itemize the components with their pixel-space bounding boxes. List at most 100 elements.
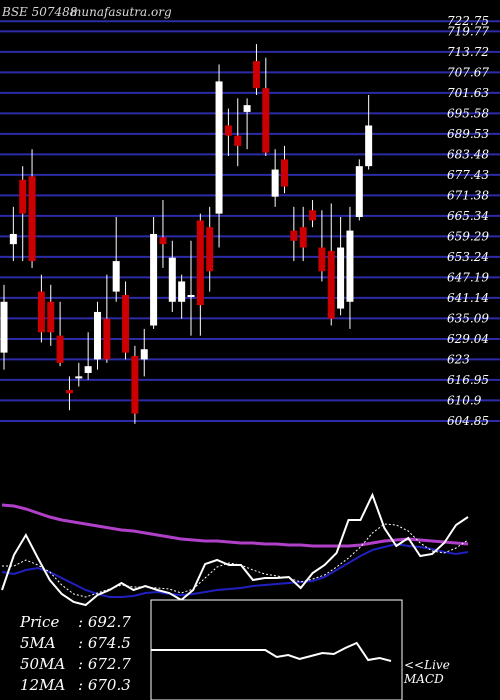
ma50-stat: 50MA : 672.7 [20,655,131,673]
ma50-stat-label: 50MA [20,655,66,673]
candle-body [318,247,326,272]
macd-label: <<Live MACD [404,658,450,686]
candle-body [9,233,17,245]
price-tick-label: 707.67 [447,65,489,79]
candle [206,206,214,292]
price-tick-label: 641.14 [447,291,489,305]
candle-body [168,257,176,302]
ma12-stat-label: 12MA [20,676,66,694]
price-tick-label: 713.72 [447,45,489,59]
candle-body [196,220,204,306]
candle-body [0,301,8,353]
blue-ma-line [1,542,469,598]
candle-body [215,81,223,214]
price-gridlines [0,20,500,422]
candle [112,217,120,302]
site-name-label: munafasutra.org [70,5,172,19]
candle [122,281,130,360]
candle-body [19,179,27,214]
candle-body [271,169,279,197]
candle-body [131,356,139,414]
candle [290,206,298,262]
price-tick-label: 659.29 [447,229,489,243]
candle [234,98,242,167]
candle [56,301,64,367]
candle-body [355,166,363,218]
candle [187,240,195,336]
candle-body [309,210,317,221]
candle-body [140,349,148,360]
price-tick-label: 701.63 [447,86,489,100]
price-tick-label: 616.95 [447,373,489,387]
candle-body [47,301,55,333]
candle-body [103,318,111,360]
price-tick-label: 610.9 [447,393,482,407]
price-tick-label: 665.34 [447,209,489,223]
candle-body [290,230,298,241]
candle-body [346,230,354,302]
candle-body [187,295,195,297]
candle [28,149,36,268]
candle [196,213,204,336]
candle-body [206,227,214,272]
price-tick-label: 722.75 [447,14,489,28]
candle [346,206,354,329]
candle [271,149,279,207]
price-tick-label: 653.24 [447,250,489,264]
candle [19,166,27,262]
candle-body [112,261,120,292]
candle-body [299,227,307,248]
candle-body [84,366,92,373]
price-tick-label: 629.04 [447,332,489,346]
candle [355,159,363,221]
candle-body [252,61,260,89]
price-tick-label: 677.43 [447,168,489,182]
price-stat-value: : 692.7 [78,613,131,631]
candle [37,274,45,343]
candle [299,206,307,262]
candle-body [75,376,83,379]
candle [94,301,101,370]
price-tick-label: 671.38 [447,188,489,202]
price-tick-label: 719.77 [447,24,489,38]
candle [337,217,345,316]
macd-label-live: <<Live [404,658,450,672]
candle [327,203,335,326]
candle [281,145,288,194]
macd-panel [150,599,403,700]
candle-body [327,250,335,319]
candle [47,284,55,346]
candle [84,332,92,380]
candle [140,328,148,377]
candle [215,64,223,248]
price-tick-label: 604.85 [447,414,489,428]
moving-average-panel [1,492,469,607]
candle [224,108,232,156]
candle [309,200,317,228]
candle [159,200,167,268]
candle [9,206,17,262]
candle-body [365,125,373,167]
price-stat: Price: 692.7 [20,613,131,631]
ma5-stat-value: : 674.5 [78,634,131,652]
candle-body [37,291,45,333]
candle [178,274,186,319]
ma50-stat-value: : 672.7 [78,655,131,673]
price-tick-label: 689.53 [447,127,489,141]
candle-body [262,88,270,153]
candle [131,345,139,424]
candle [252,44,260,95]
candle [262,57,270,156]
price-tick-label: 647.19 [447,270,489,284]
candle-body [337,247,345,309]
price-tick-label: 683.48 [447,147,489,161]
candle [318,210,326,282]
candle [168,240,176,312]
candle [75,362,83,387]
candle-body [122,295,130,353]
macd-line [151,641,392,662]
candle-body [65,389,73,394]
candle-body [281,159,288,187]
ma5-stat: 5MA: 674.5 [20,634,131,652]
